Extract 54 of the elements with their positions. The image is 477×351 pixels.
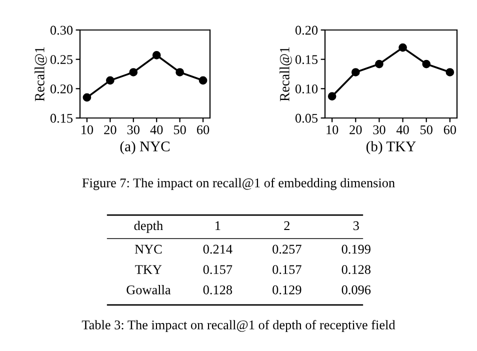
x-tick-label: 30	[373, 125, 386, 134]
text: 0.214	[203, 244, 232, 254]
text: 0.096	[342, 285, 371, 294]
text: 0.257	[272, 244, 302, 254]
y-axis-title: Recall@1	[280, 47, 292, 102]
x-tick-label: 10	[82, 125, 94, 134]
text: 0.128	[203, 285, 232, 294]
caption: Figure 7: The impact on recall@1 of embedding dimension	[82, 178, 395, 190]
y-axis-title: Recall@1	[34, 47, 47, 102]
y-tick-label: 0.05	[295, 114, 318, 123]
x-tick-label: 30	[127, 125, 140, 134]
y-tick-label: 0.15	[295, 55, 318, 64]
category-label: TKY	[135, 265, 162, 274]
point	[82, 93, 92, 102]
text: 0.129	[272, 285, 302, 294]
point	[176, 68, 184, 76]
y-tick-label: 0.25	[50, 55, 73, 64]
x-tick-label: 60	[444, 125, 456, 134]
x-tick-label: 40	[396, 125, 409, 134]
category-label: NYC	[134, 244, 162, 254]
x-tick-label: 40	[150, 125, 163, 134]
point	[375, 60, 384, 68]
category-label: 3	[353, 221, 359, 230]
point	[351, 68, 360, 76]
x-tick-label: 20	[104, 125, 116, 134]
y-tick-label: 0.20	[50, 84, 73, 94]
x-tick-label: 50	[174, 125, 186, 134]
point	[129, 68, 138, 76]
text: 0.157	[272, 265, 302, 274]
y-tick-label: 0.20	[295, 26, 318, 35]
point	[422, 60, 431, 68]
point	[398, 43, 407, 52]
x-tick-label: 50	[420, 125, 432, 134]
text: 0.157	[203, 265, 232, 274]
point	[198, 76, 208, 85]
point	[328, 92, 336, 100]
x-axis-title: (b) TKY	[366, 141, 416, 154]
text: 0.128	[342, 265, 370, 274]
x-tick-label: 10	[326, 125, 338, 134]
x-tick-label: 60	[197, 125, 210, 134]
text: Table 3: The impact on recall@1 of depth of receptive field	[82, 320, 396, 332]
point	[152, 51, 161, 60]
y-tick-label: 0.30	[50, 26, 73, 35]
point	[106, 76, 114, 85]
x-tick-label: 20	[350, 125, 362, 134]
text: depth	[134, 220, 163, 233]
point	[446, 68, 454, 76]
y-tick-label: 0.15	[50, 114, 73, 123]
category-label: 1	[216, 221, 220, 230]
category-label: 2	[284, 221, 290, 230]
category-label: Gowalla	[126, 285, 171, 294]
y-tick-label: 0.10	[295, 84, 318, 94]
text: 0.199	[342, 244, 370, 254]
x-axis-title: (a) NYC	[120, 141, 170, 154]
